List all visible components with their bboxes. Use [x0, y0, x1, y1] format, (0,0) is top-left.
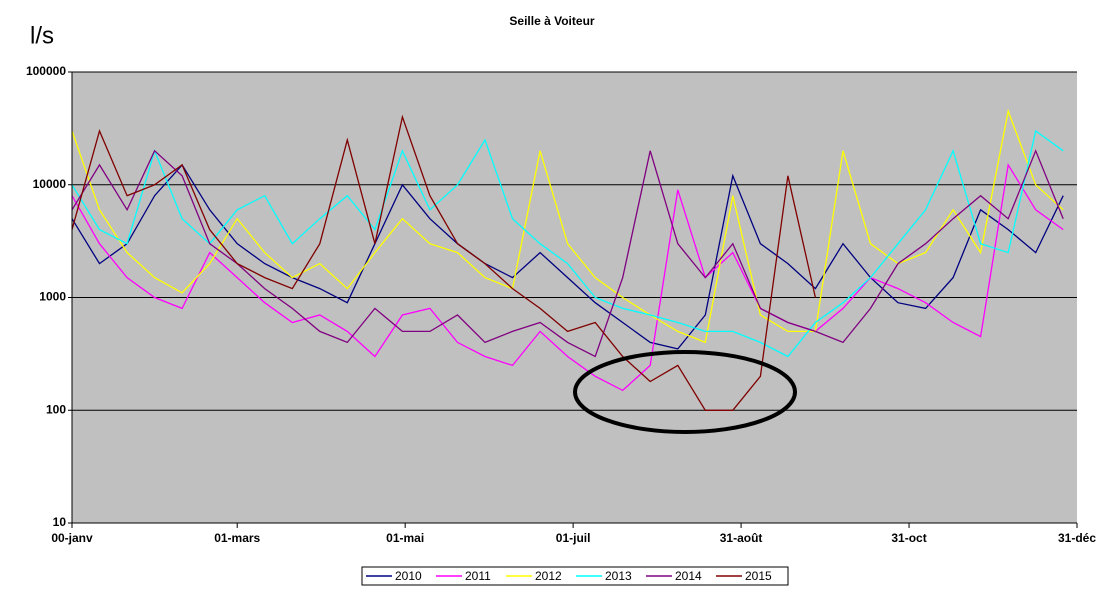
series-line [71, 129, 1064, 358]
x-tick-label: 31-oct [891, 531, 926, 545]
y-tick-label: 1000 [39, 290, 66, 304]
legend-label: 2011 [465, 569, 491, 583]
y-tick-label: 10000 [33, 177, 67, 191]
y-tick-label: 100000 [26, 64, 66, 78]
legend-label: 2010 [395, 569, 422, 583]
x-tick-label: 31-déc [1058, 531, 1096, 545]
x-tick-label: 01-juil [556, 531, 591, 545]
x-tick-label: 31-août [720, 531, 763, 545]
legend-label: 2014 [675, 569, 702, 583]
annotation-ellipse [573, 350, 797, 434]
legend [361, 566, 789, 586]
series-line [71, 114, 817, 411]
series-line [71, 163, 1064, 350]
legend-label: 2013 [605, 569, 632, 583]
legend-label: 2015 [745, 569, 772, 583]
chart-title: Seille à Voiteur [509, 14, 594, 28]
y-axis-label: l/s [30, 22, 54, 49]
y-tick-label: 10 [53, 515, 67, 529]
x-tick-label: 01-mars [214, 531, 260, 545]
series-line [71, 163, 1064, 392]
legend-label: 2012 [535, 569, 562, 583]
x-tick-label: 01-mai [386, 531, 424, 545]
y-tick-label: 100 [46, 402, 66, 416]
x-tick-label: 00-janv [51, 531, 93, 545]
